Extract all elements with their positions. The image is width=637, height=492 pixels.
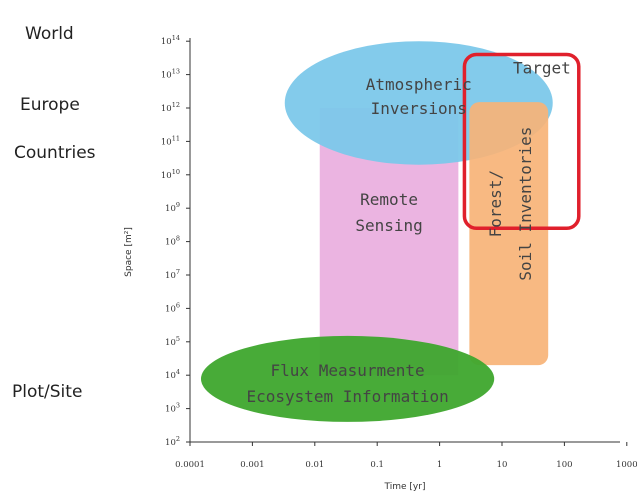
remote-sensing-label-line-2: Sensing [355, 216, 422, 235]
y-tick-label: 103 [165, 402, 180, 415]
forest-soil-inventories-label-group: Forest/Soil Inventories [486, 127, 535, 281]
y-tick-label: 107 [165, 268, 180, 281]
target-region [462, 52, 581, 231]
x-tick-label: 1000 [616, 460, 637, 470]
scale-label-europe: Europe [20, 95, 80, 115]
x-tick-label: 10 [497, 460, 508, 470]
y-tick-label: 106 [165, 301, 180, 314]
forest-soil-inventories-label-line-2: Soil Inventories [516, 127, 535, 281]
forest-soil-inventories-region [469, 102, 549, 366]
y-tick-label: 102 [165, 435, 180, 448]
y-tick-label: 104 [165, 368, 180, 381]
y-tick-label: 1012 [161, 101, 180, 114]
y-tick-label: 1013 [161, 68, 180, 81]
labels-layer: Remote Sensing Atmospheric Inversions Forest… [246, 58, 570, 405]
scale-label-plot-site: Plot/Site [12, 382, 83, 402]
y-tick-label: 1011 [161, 134, 180, 147]
atmospheric-inversions-label-line-2: Inversions [371, 99, 467, 118]
scale-label-world: World [25, 24, 74, 44]
x-tick-label: 0.01 [305, 460, 324, 470]
flux-measurements-label-line-1: Flux Measurmente [271, 361, 425, 380]
y-tick-label: 108 [165, 235, 180, 248]
scale-label-countries: Countries [14, 143, 96, 163]
axes-layer [189, 38, 620, 443]
y-tick-label: 1014 [161, 34, 180, 47]
x-axis-title: Time [yr] [384, 482, 426, 492]
x-tick-label: 0.1 [370, 460, 384, 470]
forest-soil-inventories-label-line-1: Forest/ [486, 170, 505, 237]
flux-measurements-label-line-2: Ecosystem Information [246, 387, 448, 406]
y-tick-label: 109 [165, 201, 180, 214]
y-tick-label: 105 [165, 335, 180, 348]
target-label: Target [513, 58, 571, 77]
ticks-layer: 0.0001 0.001 0.01 0.1 1 10 100 1000 102 103 104 105… [161, 34, 637, 470]
x-tick-label: 0.0001 [175, 460, 205, 470]
regions-layer [200, 41, 581, 422]
remote-sensing-label-line-1: Remote [360, 190, 418, 209]
x-tick-label: 0.001 [240, 460, 264, 470]
atmospheric-inversions-label-line-1: Atmospheric [366, 75, 472, 94]
x-tick-label: 1 [437, 460, 442, 470]
y-axis-title: Space [m²] [124, 227, 134, 277]
y-tick-label: 1010 [161, 168, 180, 181]
flux-measurements-region [200, 335, 495, 422]
x-tick-label: 100 [556, 460, 572, 470]
